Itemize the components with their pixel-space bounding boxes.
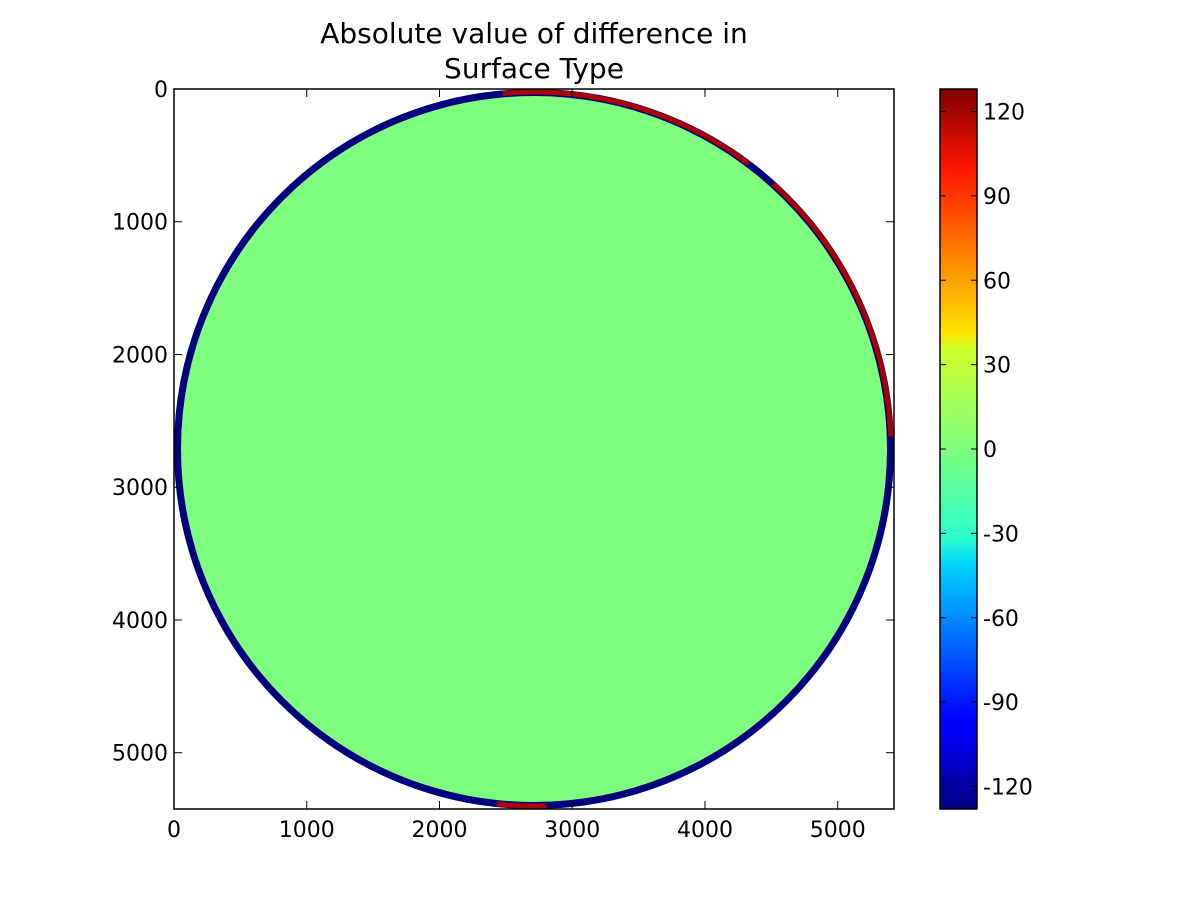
chart-title: Absolute value of difference in Surface … bbox=[174, 16, 894, 86]
colorbar-tick-label: 60 bbox=[983, 269, 1011, 294]
colorbar-tick-label: -90 bbox=[983, 691, 1019, 716]
x-tick-label: 5000 bbox=[810, 818, 866, 843]
chart-title-line-1: Absolute value of difference in bbox=[320, 17, 748, 50]
colorbar-tick-label: 30 bbox=[983, 354, 1011, 379]
y-tick-label: 3000 bbox=[112, 476, 168, 501]
colorbar-tick-label: 90 bbox=[983, 185, 1011, 210]
x-tick-label: 2000 bbox=[411, 818, 467, 843]
y-tick-label: 1000 bbox=[112, 211, 168, 236]
plot-area bbox=[174, 89, 894, 809]
colorbar: 120 90 60 30 0 -30 -60 -90 -120 bbox=[939, 88, 1033, 810]
axes-frame bbox=[173, 88, 895, 810]
y-tick-label: 2000 bbox=[112, 343, 168, 368]
colorbar-tick-label: -30 bbox=[983, 522, 1019, 547]
x-tick-label: 0 bbox=[167, 818, 181, 843]
disk-limb-positive-arc bbox=[771, 181, 894, 437]
axes: 0 1000 2000 3000 4000 5000 0 1000 2000 3000 4000 50… bbox=[112, 78, 895, 843]
x-tick-label: 4000 bbox=[677, 818, 733, 843]
colorbar-tick-label: 120 bbox=[983, 101, 1025, 126]
y-tick-label: 4000 bbox=[112, 609, 168, 634]
colorbar-gradient bbox=[940, 89, 977, 809]
colorbar-tick-label: -120 bbox=[983, 776, 1033, 801]
disk-limb-positive-arc bbox=[502, 89, 751, 166]
y-tick-label: 0 bbox=[154, 78, 168, 103]
x-tick-label: 3000 bbox=[544, 818, 600, 843]
disk-limb-positive-arc bbox=[496, 801, 547, 809]
chart-title-line-2: Surface Type bbox=[444, 52, 624, 85]
colorbar-tick-label: -60 bbox=[983, 607, 1019, 632]
y-tick-label: 5000 bbox=[112, 742, 168, 767]
disk-interior bbox=[181, 96, 887, 802]
colorbar-tick-label: 0 bbox=[983, 438, 997, 463]
x-tick-label: 1000 bbox=[279, 818, 335, 843]
